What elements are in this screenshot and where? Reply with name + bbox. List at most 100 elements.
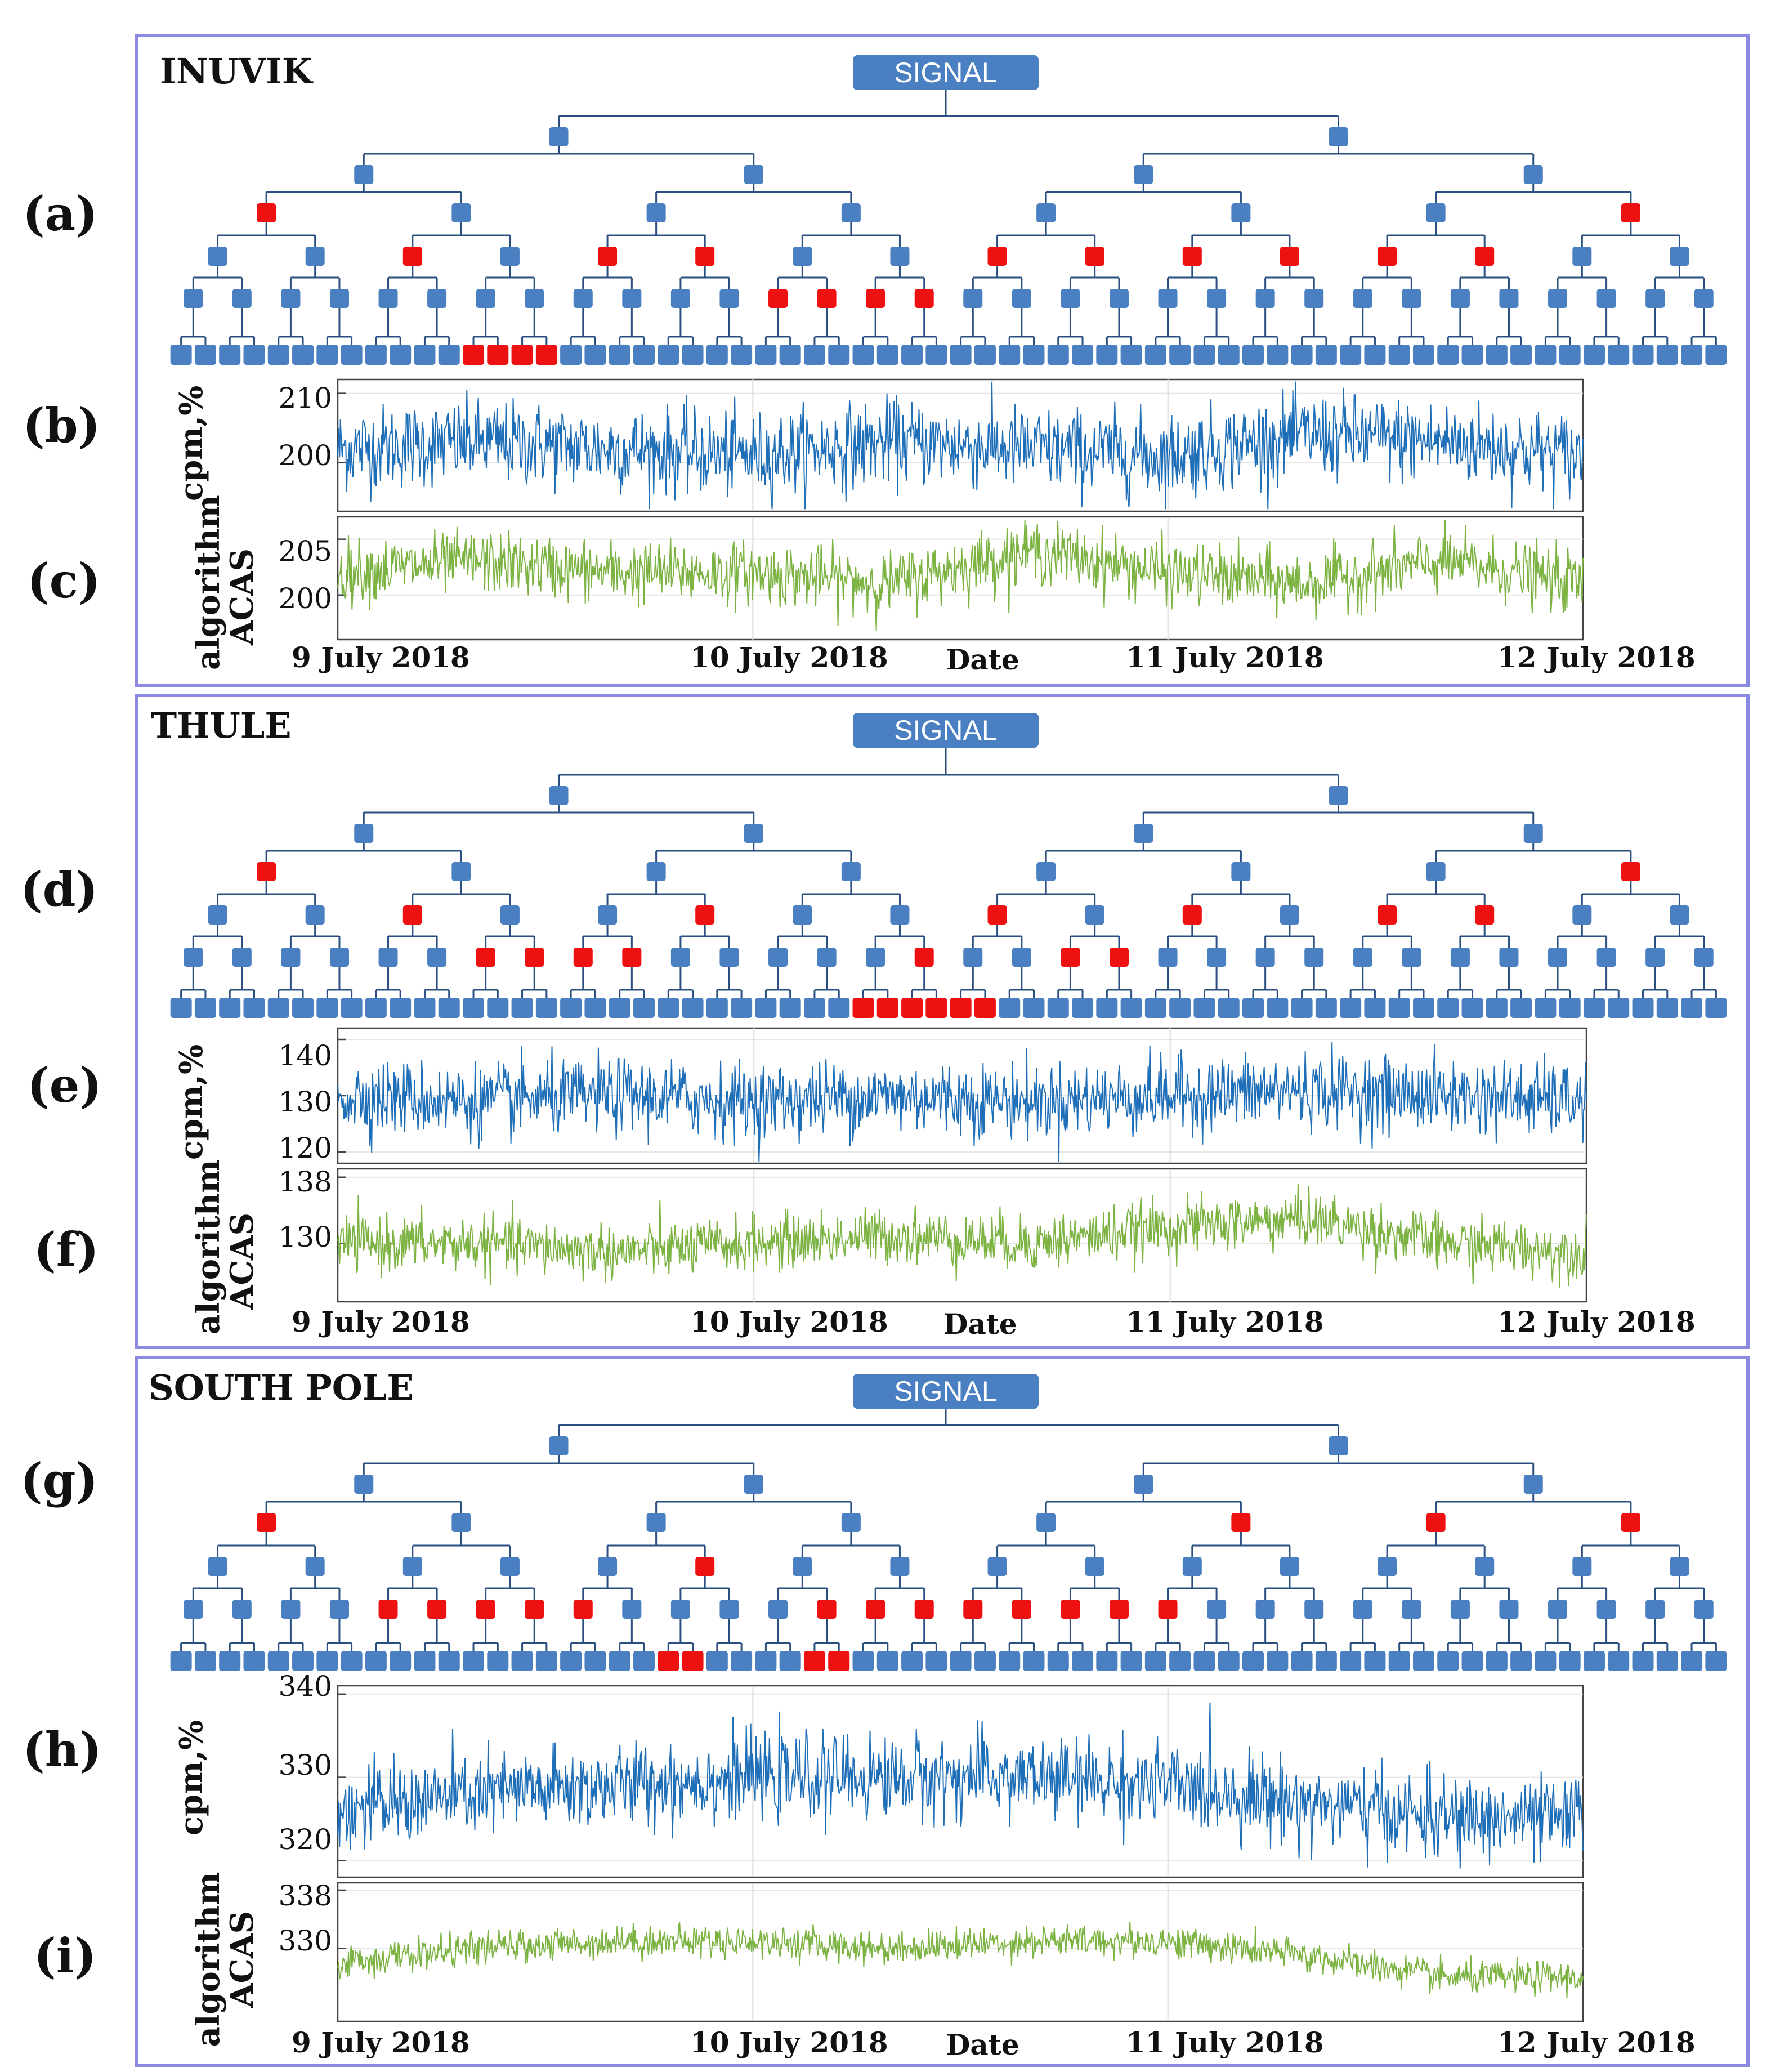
ytick-i-2: 330: [278, 1924, 332, 1957]
tree-node: [1231, 1513, 1251, 1532]
tree-node: [1255, 289, 1275, 308]
xtick-thule-1: 9 July 2018: [292, 1305, 470, 1338]
tree-node: [1255, 948, 1275, 967]
tree-node: [194, 345, 216, 365]
tree-node: [622, 1600, 642, 1619]
tree-node: [1450, 289, 1470, 308]
tree-node: [633, 1651, 655, 1671]
series-line: [337, 1702, 1584, 1869]
tree-node: [1036, 1513, 1056, 1532]
tree-node: [1450, 948, 1470, 967]
tree-node: [219, 1651, 241, 1671]
tree-node: [1608, 1651, 1630, 1671]
tree-node: [378, 948, 398, 967]
tree-node: [658, 998, 679, 1018]
ytick-e-2: 130: [278, 1086, 332, 1118]
tree-node: [1085, 905, 1104, 925]
tree-node: [267, 998, 289, 1018]
tree-node: [184, 948, 203, 967]
tree-node: [1182, 1557, 1202, 1576]
tree-node: [1510, 1651, 1532, 1671]
tree-node: [633, 998, 655, 1018]
ytick-e-3: 120: [278, 1132, 332, 1164]
tree-node: [1596, 289, 1616, 308]
tree-node: [987, 1557, 1007, 1576]
tree-node: [658, 345, 679, 365]
tree-node: [427, 289, 447, 308]
tree-node: [1340, 345, 1362, 365]
tree-node: [744, 824, 763, 843]
tree-node: [731, 345, 753, 365]
tree-node: [1364, 998, 1386, 1018]
tree-node: [1499, 1600, 1519, 1619]
tree-node: [1096, 1651, 1118, 1671]
tree-node: [1023, 345, 1045, 365]
south-pole-section: [135, 1356, 1750, 2067]
ytick-c-1: 205: [278, 535, 332, 568]
tree-node: [1255, 1600, 1275, 1619]
tree-node: [1072, 998, 1094, 1018]
tree-node: [1548, 289, 1568, 308]
tree-node: [914, 1600, 934, 1619]
tree-node: [1450, 1600, 1470, 1619]
tree-node: [1158, 1600, 1178, 1619]
tree-node: [1012, 1600, 1031, 1619]
tree-node: [925, 345, 947, 365]
tree-node: [1218, 998, 1240, 1018]
tree-node: [476, 1600, 495, 1619]
tree-node: [500, 1557, 520, 1576]
tree-node: [646, 862, 666, 881]
tree-node: [1461, 345, 1483, 365]
series-line: [337, 1184, 1587, 1288]
tree-node: [170, 998, 192, 1018]
tree-node: [525, 1600, 544, 1619]
tree-node: [402, 905, 422, 925]
tree-node: [1012, 948, 1031, 967]
xlabel-inuvik: Date: [946, 643, 1019, 676]
tree-node: [950, 998, 972, 1018]
tree-node: [1378, 905, 1397, 925]
tree-node: [1134, 824, 1153, 843]
tree-node: [511, 1651, 533, 1671]
tree-node: [755, 998, 777, 1018]
tree-node: [1340, 1651, 1362, 1671]
tree-node: [1475, 905, 1495, 925]
tree-node: [1461, 998, 1483, 1018]
tree-node: [1036, 203, 1056, 222]
tree-node: [170, 345, 192, 365]
tree-node: [500, 247, 520, 266]
tree-node: [305, 247, 325, 266]
tree-node: [633, 345, 655, 365]
tree-node: [341, 345, 363, 365]
tree-node: [719, 948, 739, 967]
tree-node: [1437, 345, 1459, 365]
panel-label-f: (f): [34, 1222, 99, 1278]
tree-node: [1242, 1651, 1264, 1671]
tree-node: [1437, 1651, 1459, 1671]
tree-node: [1047, 998, 1069, 1018]
tree-node: [1280, 247, 1299, 266]
tree-node: [901, 1651, 923, 1671]
tree-node: [305, 905, 325, 925]
tree-node: [584, 998, 606, 1018]
tree-node: [1061, 289, 1080, 308]
tree-node: [658, 1651, 679, 1671]
tree-1: SIGNAL: [170, 713, 1727, 1018]
tree-node: [525, 948, 544, 967]
tree-node: [1193, 345, 1215, 365]
tree-node: [768, 1600, 788, 1619]
tree-node: [1218, 345, 1240, 365]
tree-node: [598, 1557, 618, 1576]
tree-node: [866, 948, 886, 967]
ytick-f-1: 138: [278, 1166, 332, 1198]
tree-node: [876, 1651, 898, 1671]
tree-node: [1486, 345, 1508, 365]
tree-node: [243, 1651, 265, 1671]
tree-node: [1656, 998, 1678, 1018]
tree-node: [390, 1651, 412, 1671]
series-panel-1: [337, 516, 1584, 641]
tree-node: [682, 998, 704, 1018]
tree-node: [1061, 948, 1080, 967]
tree-node: [1486, 998, 1508, 1018]
